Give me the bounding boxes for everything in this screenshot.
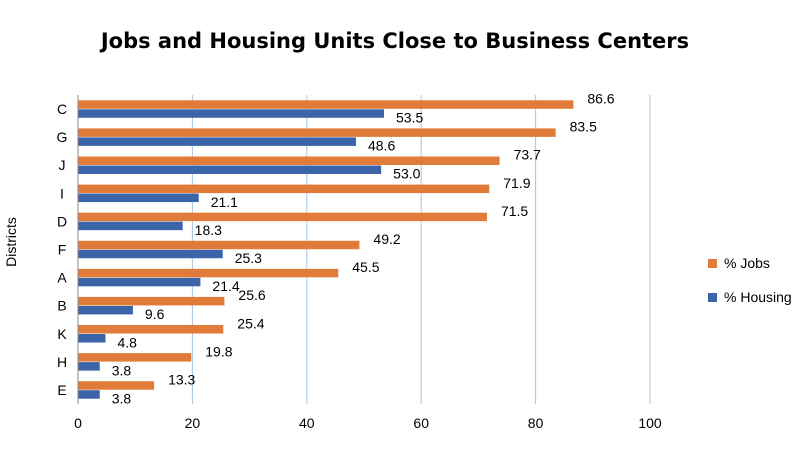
- bar-jobs: [78, 325, 224, 334]
- y-tick-label: E: [57, 382, 66, 398]
- data-label-jobs: 71.5: [501, 203, 528, 219]
- bar-housing: [78, 165, 382, 174]
- bar-housing: [78, 305, 133, 315]
- data-labels: 86.6 53.5 83.5 48.6 73.7 53.0 71.9 21.1 71.5 18.3…: [112, 91, 615, 407]
- data-label-housing: 4.8: [117, 334, 137, 350]
- bar-housing: [78, 277, 201, 287]
- y-tick-label: C: [57, 101, 67, 117]
- bar-housing: [78, 362, 100, 371]
- legend-label-housing: % Housing: [724, 289, 792, 305]
- bar-housing: [78, 137, 356, 146]
- data-label-housing: 53.5: [396, 110, 423, 126]
- data-label-jobs: 13.3: [168, 371, 195, 387]
- bar-jobs: [78, 184, 490, 194]
- x-tick-label: 0: [74, 415, 82, 431]
- y-tick-label: K: [57, 326, 67, 342]
- data-label-housing: 3.8: [112, 390, 132, 406]
- data-label-housing: 3.8: [112, 362, 132, 378]
- bar-housing: [78, 249, 223, 259]
- data-label-jobs: 83.5: [570, 119, 597, 135]
- y-tick-label: J: [59, 157, 66, 173]
- data-label-jobs: 86.6: [587, 91, 614, 107]
- bar-housing: [78, 334, 106, 343]
- data-label-housing: 9.6: [145, 306, 165, 322]
- bar-jobs: [78, 240, 360, 250]
- data-label-housing: 53.0: [393, 166, 420, 182]
- data-label-jobs: 71.9: [503, 175, 530, 191]
- bar-housing: [78, 109, 385, 118]
- legend-label-jobs: % Jobs: [724, 255, 770, 271]
- x-tick-label: 60: [413, 415, 429, 431]
- bar-housing: [78, 221, 183, 231]
- data-label-jobs: 19.8: [205, 343, 232, 359]
- bar-jobs: [78, 100, 574, 109]
- data-label-housing: 25.3: [235, 250, 262, 266]
- data-label-jobs: 49.2: [373, 231, 400, 247]
- y-tick-label: F: [58, 242, 67, 258]
- data-label-housing: 48.6: [368, 138, 395, 154]
- x-tick-label: 20: [185, 415, 201, 431]
- gridlines: [191, 95, 651, 404]
- y-tick-label: I: [60, 185, 64, 201]
- y-tick-label: D: [57, 213, 67, 229]
- bar-jobs: [78, 353, 192, 362]
- chart-title: Jobs and Housing Units Close to Business…: [99, 29, 689, 53]
- y-tick-label: B: [57, 298, 66, 314]
- y-tick-label: G: [57, 129, 68, 145]
- x-tick-label: 80: [528, 415, 544, 431]
- data-label-housing: 18.3: [195, 222, 222, 238]
- bar-jobs: [78, 381, 155, 390]
- bar-housing: [78, 390, 100, 399]
- data-label-housing: 21.4: [212, 278, 239, 294]
- bar-jobs: [78, 212, 487, 222]
- bar-jobs: [78, 156, 500, 165]
- y-tick-label: H: [57, 354, 67, 370]
- y-axis-title: Districts: [3, 217, 19, 267]
- data-label-housing: 21.1: [211, 194, 238, 210]
- legend-swatch-jobs: [708, 259, 717, 268]
- bar-jobs: [78, 268, 339, 278]
- x-tick-label: 100: [638, 415, 662, 431]
- x-tick-label: 40: [299, 415, 315, 431]
- y-tick-label: A: [57, 270, 67, 286]
- data-label-jobs: 25.4: [237, 315, 264, 331]
- bar-jobs: [78, 128, 556, 137]
- legend-swatch-housing: [708, 293, 717, 302]
- data-label-jobs: 25.6: [238, 287, 265, 303]
- legend: % Jobs % Housing: [708, 255, 792, 305]
- bar-jobs: [78, 296, 225, 306]
- bar-housing: [78, 193, 199, 203]
- data-label-jobs: 45.5: [352, 259, 379, 275]
- bars: [78, 100, 574, 399]
- data-label-jobs: 73.7: [514, 147, 541, 163]
